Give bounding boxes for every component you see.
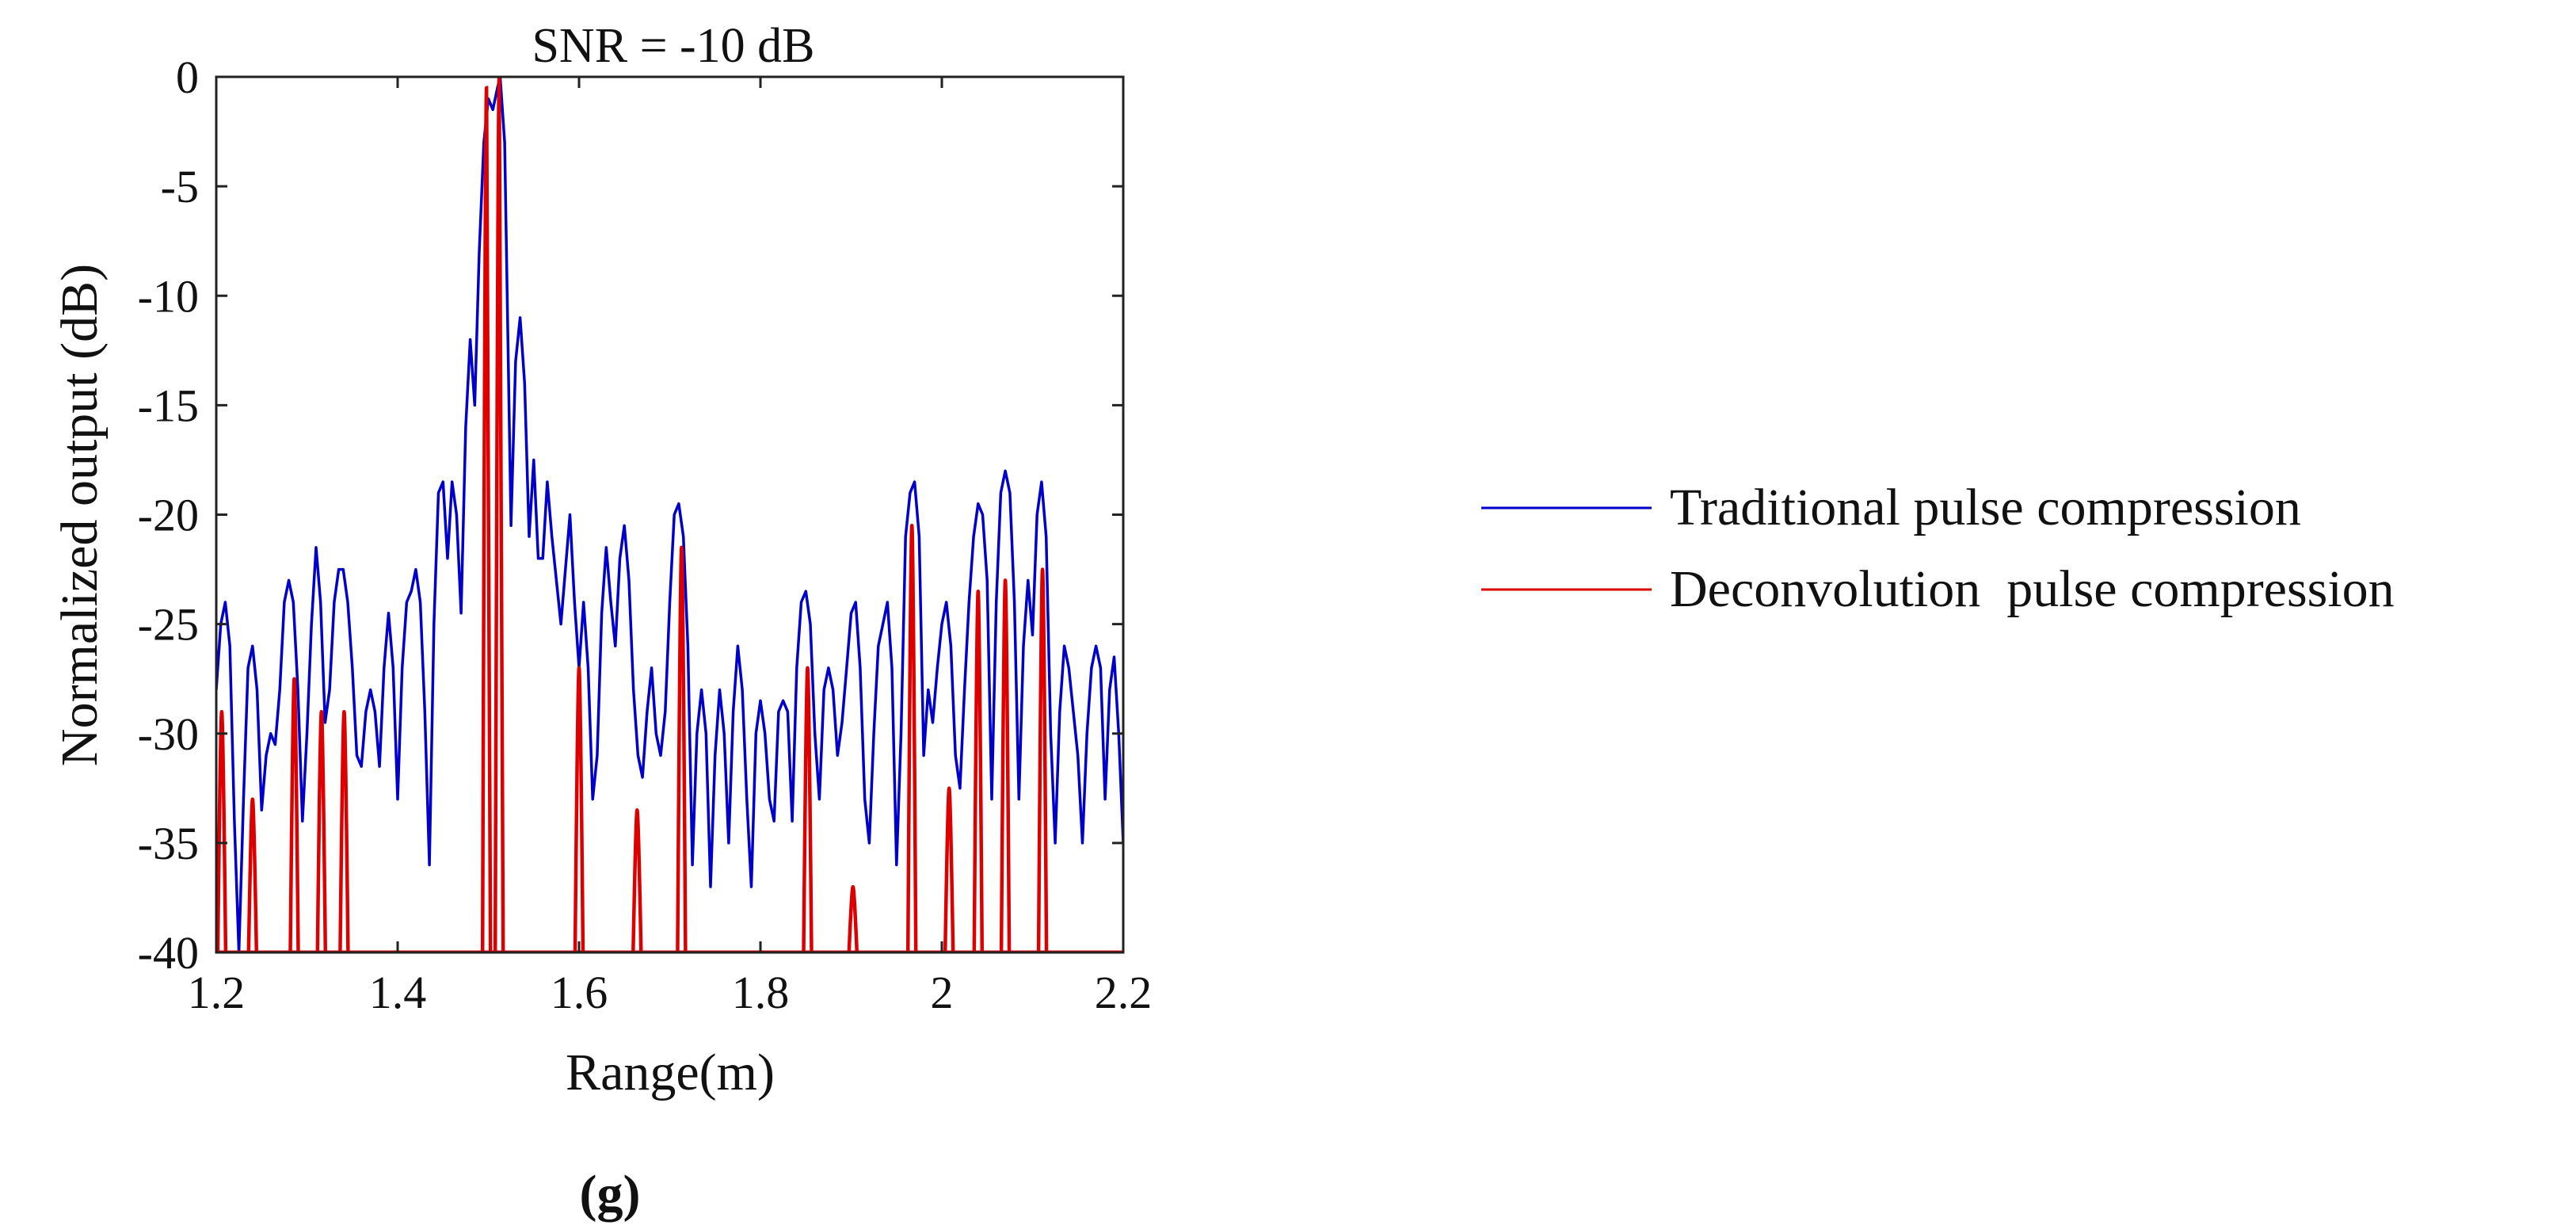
deconvolution-peak (216, 709, 228, 952)
deconvolution-peak (802, 666, 814, 952)
deconvolution-peak (676, 545, 688, 952)
x-tick-label: 1.2 (188, 967, 246, 1018)
deconvolution-peak (631, 808, 643, 952)
x-axis-label: Range(m) (566, 1044, 775, 1101)
y-axis-label: Normalized output (dB) (51, 264, 109, 766)
deconvolution-peak (493, 77, 505, 952)
plot-area: 1.2 1.4 1.6 1.8 2 2.2 0 -5 -10 -15 -20 -25 -30 -35 -4… (138, 52, 1153, 1018)
y-tick-label: -10 (138, 270, 199, 322)
deconvolution-peak (573, 666, 585, 952)
deconvolution-peak (246, 797, 259, 952)
deconvolution-peak (315, 709, 328, 952)
deconvolution-peak (943, 786, 955, 952)
legend-label-traditional: Traditional pulse compression (1670, 479, 2301, 536)
x-tick-label: 2.2 (1095, 967, 1153, 1018)
y-tick-label: -40 (138, 927, 199, 979)
panel-label: (g) (580, 1165, 641, 1223)
x-tick-label: 1.6 (551, 967, 608, 1018)
y-tick-label: -5 (161, 161, 199, 212)
y-tick-label: -20 (138, 490, 199, 541)
y-tick-label: -25 (138, 599, 199, 651)
x-tick-label: 2 (931, 967, 954, 1018)
series-line-traditional (216, 77, 1123, 952)
deconvolution-peak (338, 709, 350, 952)
y-tick-label: -30 (138, 708, 199, 760)
legend-label-deconvolution: Deconvolution pulse compression (1670, 560, 2395, 618)
deconvolution-peak (1036, 567, 1049, 952)
deconvolution-peak (972, 589, 985, 952)
legend: Traditional pulse compression Deconvolut… (1481, 479, 2395, 618)
deconvolution-peak (999, 578, 1012, 952)
x-tick-label: 1.8 (732, 967, 790, 1018)
chart-title: SNR = -10 dB (532, 19, 814, 73)
deconvolution-peak (905, 524, 918, 952)
deconvolution-peak (847, 884, 859, 952)
y-axis-ticks: 0 -5 -10 -15 -20 -25 -30 -35 -40 (138, 52, 1123, 979)
x-tick-label: 1.4 (369, 967, 427, 1018)
y-tick-label: 0 (176, 52, 199, 103)
y-tick-label: -35 (138, 818, 199, 869)
deconvolution-peak (288, 677, 300, 952)
y-tick-label: -15 (138, 380, 199, 431)
deconvolution-peak (480, 86, 493, 952)
x-axis-ticks: 1.2 1.4 1.6 1.8 2 2.2 (188, 77, 1153, 1018)
series-layer (216, 77, 1123, 952)
